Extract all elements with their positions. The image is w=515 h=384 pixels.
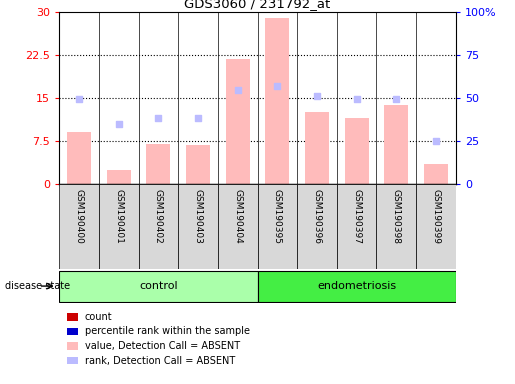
Bar	[384, 105, 408, 184]
Bar	[186, 145, 210, 184]
Title: GDS3060 / 231792_at: GDS3060 / 231792_at	[184, 0, 331, 10]
Text: disease state: disease state	[5, 281, 70, 291]
Text: GSM190399: GSM190399	[432, 189, 440, 243]
FancyBboxPatch shape	[59, 184, 99, 269]
Point	[432, 138, 440, 144]
Text: control: control	[139, 281, 178, 291]
Text: GSM190403: GSM190403	[194, 189, 202, 243]
Text: GSM190400: GSM190400	[75, 189, 83, 243]
Text: GSM190396: GSM190396	[313, 189, 321, 243]
FancyBboxPatch shape	[218, 184, 258, 269]
Text: count: count	[85, 312, 113, 322]
Bar	[107, 170, 131, 184]
Text: GSM190402: GSM190402	[154, 189, 163, 243]
Point	[234, 87, 242, 93]
Text: GSM190398: GSM190398	[392, 189, 401, 243]
Bar	[67, 132, 91, 184]
FancyBboxPatch shape	[416, 184, 456, 269]
Point	[154, 115, 163, 121]
Bar	[345, 118, 369, 184]
Bar	[226, 59, 250, 184]
Bar	[305, 112, 329, 184]
Text: percentile rank within the sample: percentile rank within the sample	[85, 326, 250, 336]
FancyBboxPatch shape	[297, 184, 337, 269]
FancyBboxPatch shape	[258, 270, 456, 302]
Text: endometriosis: endometriosis	[317, 281, 396, 291]
Text: GSM190397: GSM190397	[352, 189, 361, 243]
Bar	[146, 144, 170, 184]
Text: GSM190395: GSM190395	[273, 189, 282, 243]
Point	[75, 96, 83, 102]
FancyBboxPatch shape	[337, 184, 376, 269]
Text: rank, Detection Call = ABSENT: rank, Detection Call = ABSENT	[85, 356, 235, 366]
Bar	[424, 164, 448, 184]
FancyBboxPatch shape	[178, 184, 218, 269]
Point	[352, 96, 360, 102]
Point	[392, 96, 401, 102]
Point	[194, 115, 202, 121]
Bar	[265, 18, 289, 184]
FancyBboxPatch shape	[59, 270, 258, 302]
Point	[273, 83, 281, 89]
Text: value, Detection Call = ABSENT: value, Detection Call = ABSENT	[85, 341, 240, 351]
FancyBboxPatch shape	[258, 184, 297, 269]
Point	[114, 121, 123, 127]
Text: GSM190401: GSM190401	[114, 189, 123, 243]
FancyBboxPatch shape	[99, 184, 139, 269]
FancyBboxPatch shape	[139, 184, 178, 269]
Point	[313, 93, 321, 99]
FancyBboxPatch shape	[376, 184, 416, 269]
Text: GSM190404: GSM190404	[233, 189, 242, 243]
